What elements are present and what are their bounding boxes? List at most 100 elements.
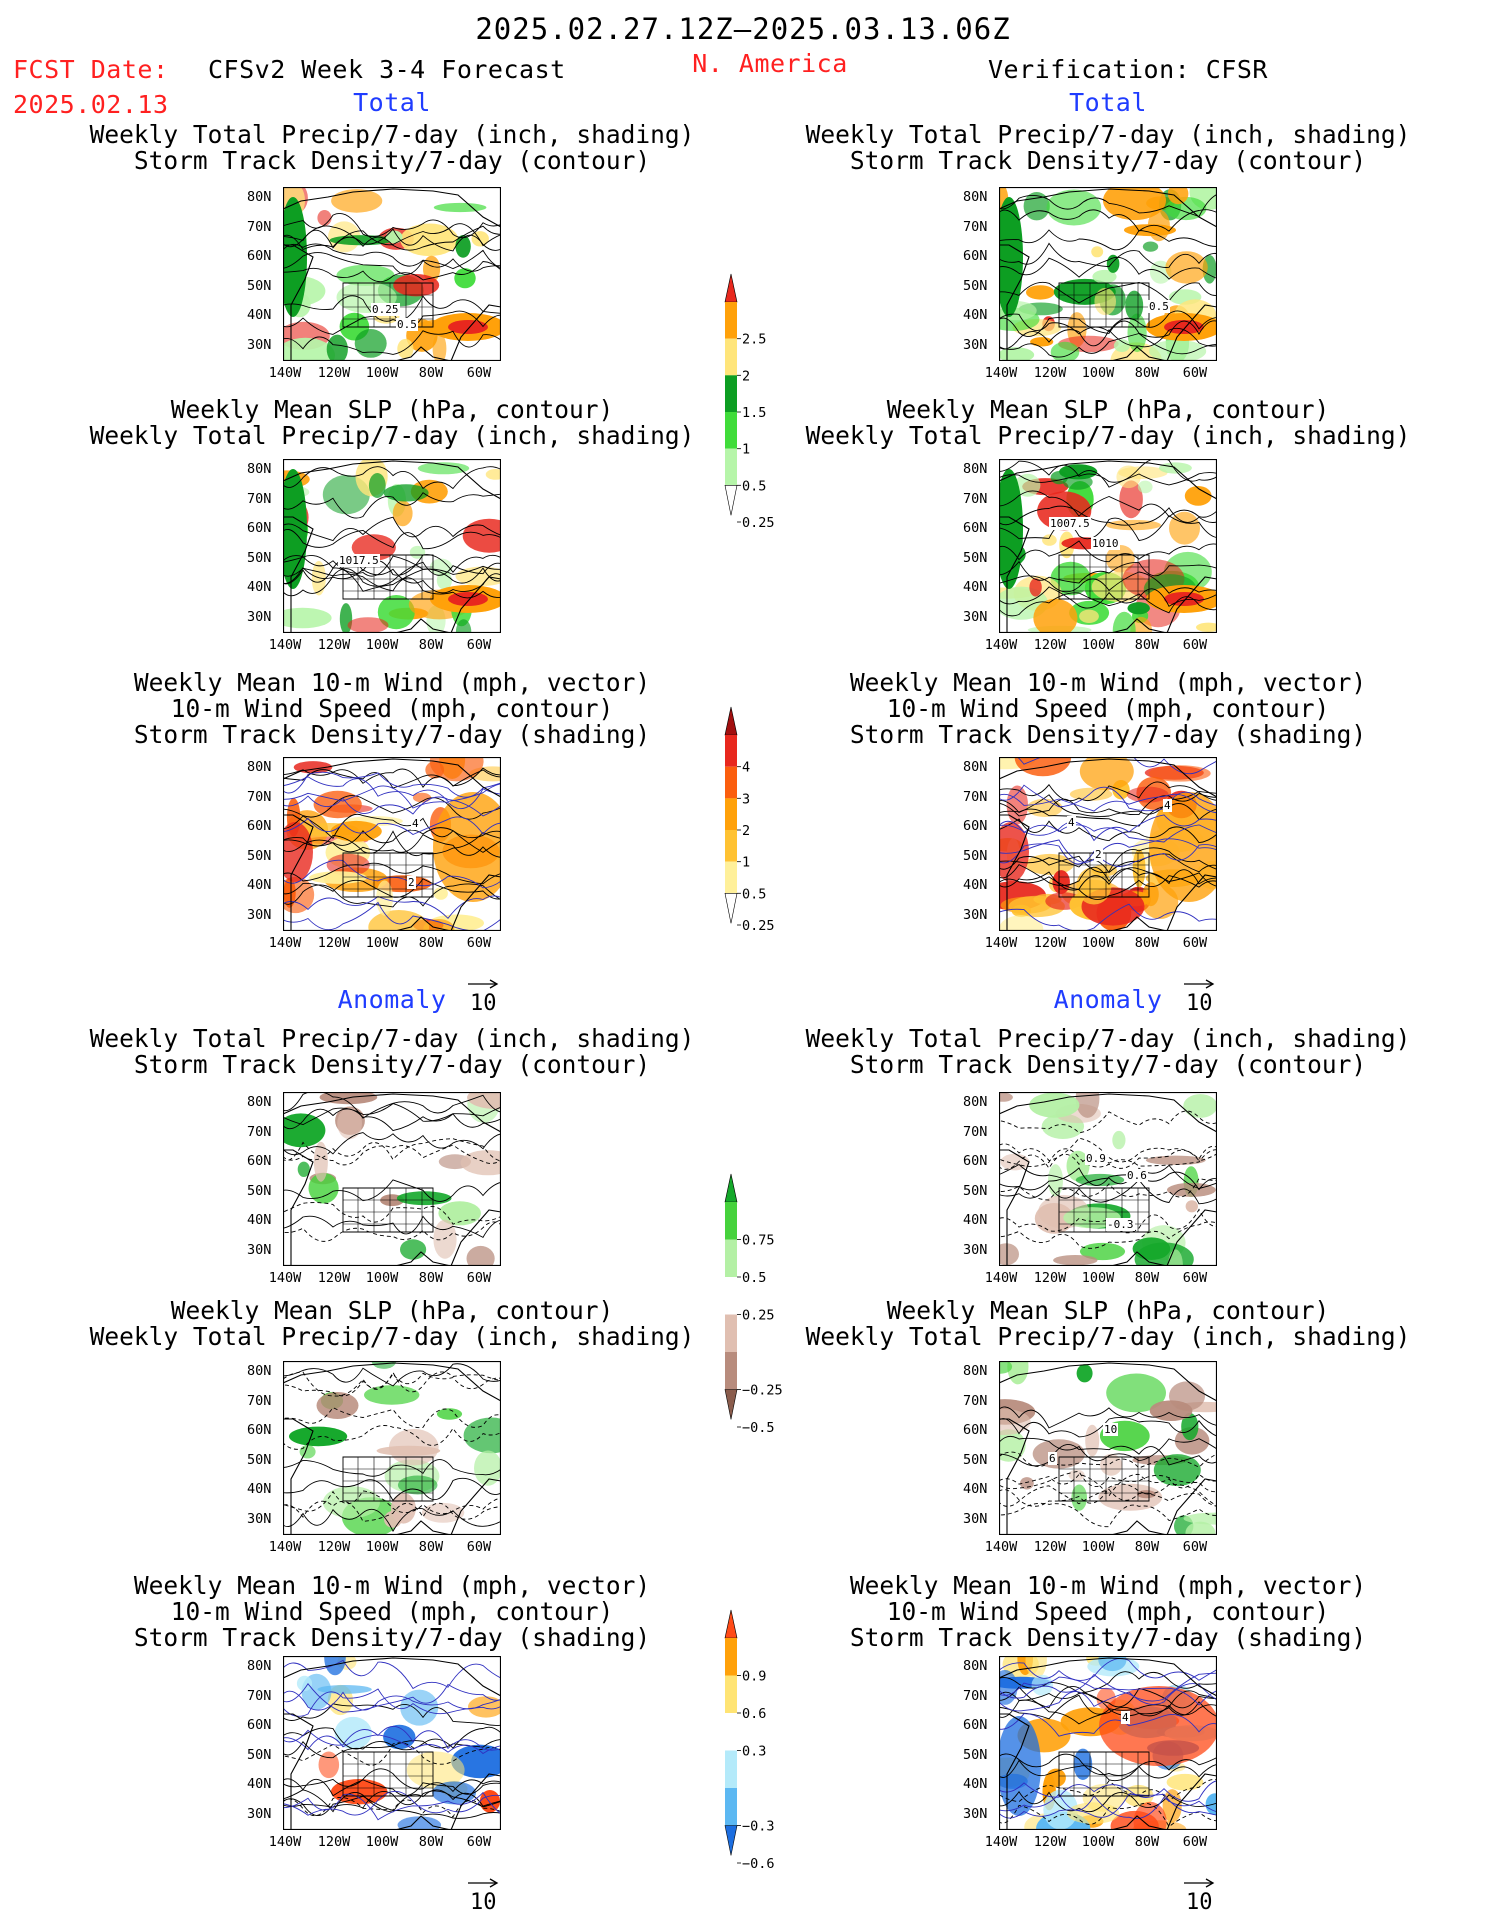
lon-label: 100W: [1081, 1539, 1115, 1555]
lon-label: 100W: [365, 365, 399, 381]
lon-label: 120W: [317, 1539, 351, 1555]
colorbar-anom_precip: 0.750.50.25−0.25−0.5−0.75: [718, 1172, 788, 1474]
lat-label: 40N: [963, 877, 988, 893]
lat-label: 50N: [247, 1747, 272, 1763]
colorbar-tick-label: 0.75: [742, 1233, 775, 1249]
lat-label: 30N: [963, 1242, 988, 1258]
colorbar-tick-label: 2.5: [742, 332, 766, 348]
panel-title-line: Weekly Mean 10-m Wind (mph, vector): [849, 1571, 1367, 1600]
map-svg-r4-right: [998, 1091, 1218, 1267]
map-annotation: 0.25: [371, 303, 400, 316]
lon-label: 140W: [984, 637, 1018, 653]
lon-label: 140W: [984, 365, 1018, 381]
lat-label: 70N: [247, 1688, 272, 1704]
lon-label: 100W: [365, 1539, 399, 1555]
lon-label: 120W: [1033, 1270, 1067, 1286]
lat-label: 50N: [963, 1747, 988, 1763]
lon-label: 120W: [317, 365, 351, 381]
colorbar-tick-label: 0.5: [742, 478, 766, 494]
lat-label: 30N: [247, 337, 272, 353]
map-svg-r6-left: [282, 1655, 502, 1831]
colorbar-tick-label: 1: [742, 442, 750, 458]
lat-label: 50N: [963, 848, 988, 864]
model-title: CFSv2 Week 3-4 Forecast: [208, 55, 566, 84]
colorbar-tick-label: 2: [742, 823, 750, 839]
vector-reference: 10: [466, 1869, 500, 1914]
colorbar-tick-label: −0.3: [742, 1819, 775, 1835]
lat-label: 40N: [247, 307, 272, 323]
lon-label: 80W: [1134, 365, 1160, 381]
colorbar-tick-label: 0.9: [742, 1669, 766, 1685]
vector-arrow-icon: [468, 979, 499, 989]
map-annotation: 4: [1121, 1711, 1130, 1724]
vector-reference: 10: [1182, 970, 1216, 1015]
lat-label: 30N: [963, 907, 988, 923]
lat-label: 40N: [247, 579, 272, 595]
map-svg-r5-right: [998, 1360, 1218, 1536]
map-svg-r1-right: [998, 186, 1218, 362]
map-r3-left: [282, 756, 502, 932]
map-annotation: 2: [1094, 848, 1103, 861]
vector-reference-value: 10: [470, 991, 497, 1016]
section-total-left: Total: [353, 88, 431, 117]
colorbar-svg-total_precip: 2.5 2 1.5 1 0.5 0.25: [724, 273, 775, 531]
lon-label: 60W: [466, 637, 492, 653]
panel-title-line: Storm Track Density/7-day (shading): [849, 720, 1367, 749]
lat-label: 60N: [247, 520, 272, 536]
lat-label: 80N: [247, 1658, 272, 1674]
section-anomaly-left: Anomaly: [337, 985, 447, 1014]
lat-label: 40N: [247, 1212, 272, 1228]
lon-label: 120W: [1033, 935, 1067, 951]
lon-label: 80W: [1134, 1270, 1160, 1286]
lat-label: 80N: [247, 189, 272, 205]
colorbar-tick-label: −0.6: [742, 1856, 775, 1872]
lat-label: 60N: [963, 520, 988, 536]
lon-label: 140W: [268, 365, 302, 381]
lat-label: 30N: [247, 1242, 272, 1258]
lon-label: 100W: [1081, 365, 1115, 381]
lat-label: 40N: [963, 579, 988, 595]
section-anomaly-right: Anomaly: [1053, 985, 1163, 1014]
lat-label: 60N: [963, 1717, 988, 1733]
lon-label: 80W: [418, 935, 444, 951]
lon-label: 80W: [418, 637, 444, 653]
lat-label: 30N: [963, 609, 988, 625]
lon-label: 100W: [1081, 1834, 1115, 1850]
map-r5-left: [282, 1360, 502, 1536]
colorbar-tick-label: −0.5: [742, 1420, 775, 1436]
lon-label: 80W: [1134, 1834, 1160, 1850]
map-svg-r4-left: [282, 1091, 502, 1267]
map-r6-left: [282, 1655, 502, 1831]
lon-label: 80W: [1134, 935, 1160, 951]
date-range-title: 2025.02.27.12Z–2025.03.13.06Z: [475, 12, 1011, 46]
lon-label: 140W: [268, 1539, 302, 1555]
fcst-date-label: FCST Date:: [13, 55, 169, 84]
lon-label: 80W: [418, 1834, 444, 1850]
panel-title-r1-right: Weekly Total Precip/7-day (inch, shading…: [806, 122, 1411, 174]
lat-label: 80N: [963, 1094, 988, 1110]
lat-label: 70N: [247, 1393, 272, 1409]
lon-label: 120W: [1033, 1834, 1067, 1850]
map-annotation: 6: [1048, 1452, 1057, 1465]
lat-label: 70N: [247, 219, 272, 235]
lon-label: 120W: [317, 637, 351, 653]
colorbar-total_precip: 2.5 2 1.5 1 0.5 0.25: [718, 272, 788, 552]
map-svg-r3-left: [282, 756, 502, 932]
lat-label: 60N: [963, 1153, 988, 1169]
panel-title-r5-right: Weekly Mean SLP (hPa, contour) Weekly Tot…: [806, 1298, 1411, 1350]
vector-reference: 10: [1182, 1869, 1216, 1914]
map-r5-right: [998, 1360, 1218, 1536]
map-svg-r5-left: [282, 1360, 502, 1536]
lat-label: 70N: [247, 491, 272, 507]
map-svg-r2-right: [998, 458, 1218, 634]
map-annotation: 0.5: [1148, 300, 1170, 313]
lon-label: 100W: [365, 637, 399, 653]
map-annotation: 4: [1067, 816, 1076, 829]
panel-title-line: Weekly Total Precip/7-day (inch, shading…: [89, 1322, 695, 1351]
panel-title-line: Weekly Mean 10-m Wind (mph, vector): [133, 668, 651, 697]
lat-label: 70N: [963, 491, 988, 507]
lat-label: 40N: [963, 1212, 988, 1228]
lon-label: 60W: [466, 1834, 492, 1850]
lon-label: 60W: [1182, 365, 1208, 381]
lon-label: 100W: [1081, 1270, 1115, 1286]
